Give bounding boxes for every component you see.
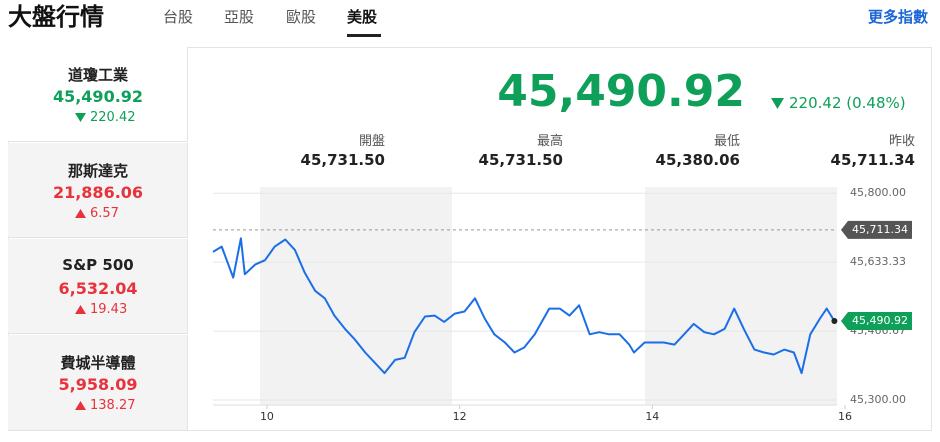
x-tick-label: 10 bbox=[260, 410, 274, 423]
stat-value: 45,731.50 bbox=[300, 151, 385, 169]
y-tick-label: 45,800.00 bbox=[850, 186, 906, 199]
stat-label: 最低 bbox=[713, 134, 740, 149]
arrow-shape bbox=[75, 305, 86, 314]
x-tick-label: 16 bbox=[838, 410, 852, 423]
index-item[interactable] bbox=[8, 239, 188, 334]
index-value: 21,886.06 bbox=[52, 183, 144, 202]
index-change: 138.27 bbox=[90, 398, 136, 413]
direction-arrow bbox=[75, 401, 86, 410]
stat-label: 最高 bbox=[536, 134, 563, 149]
stat-label: 昨收 bbox=[888, 134, 915, 149]
tab-underline bbox=[347, 34, 381, 37]
tab[interactable]: 亞股 bbox=[224, 8, 255, 26]
index-item[interactable] bbox=[8, 47, 188, 142]
index-name: S&P 500 bbox=[62, 256, 134, 274]
last-value-tag bbox=[841, 312, 912, 331]
direction-arrow bbox=[75, 113, 86, 122]
x-tick-label: 14 bbox=[645, 410, 659, 423]
price: 45,490.92 bbox=[497, 66, 745, 117]
y-tick-label: 45,300.00 bbox=[850, 393, 906, 406]
index-name: 那斯達克 bbox=[67, 162, 128, 180]
y-tick-label: 45,633.33 bbox=[850, 255, 906, 268]
page-title: 大盤行情 bbox=[8, 3, 104, 31]
tab[interactable]: 台股 bbox=[163, 8, 194, 26]
index-value: 5,958.09 bbox=[58, 375, 138, 394]
index-change: 220.42 bbox=[90, 110, 136, 125]
stat-value: 45,380.06 bbox=[655, 151, 740, 169]
price-line bbox=[212, 237, 836, 375]
stat-label: 開盤 bbox=[358, 134, 385, 149]
index-value: 45,490.92 bbox=[52, 87, 144, 106]
index-change: 6.57 bbox=[90, 206, 119, 221]
day-shade bbox=[645, 187, 837, 405]
stat-value: 45,711.34 bbox=[830, 151, 915, 169]
index-change: 19.43 bbox=[90, 302, 128, 317]
price-change: 220.42 (0.48%) bbox=[789, 94, 906, 112]
x-tick-label: 12 bbox=[453, 410, 467, 423]
tab[interactable]: 美股 bbox=[347, 8, 378, 26]
arrow-shape bbox=[75, 401, 86, 410]
index-name: 費城半導體 bbox=[60, 354, 136, 372]
reference-tag bbox=[841, 220, 912, 239]
tab[interactable]: 歐股 bbox=[286, 8, 317, 26]
last-point bbox=[831, 318, 838, 325]
index-value: 6,532.04 bbox=[58, 279, 138, 298]
direction-arrow bbox=[75, 209, 86, 218]
direction-arrow bbox=[75, 305, 86, 314]
reference-label: 45,711.34 bbox=[852, 223, 908, 236]
direction-arrow bbox=[771, 98, 784, 109]
index-item[interactable] bbox=[8, 335, 188, 431]
arrow-shape bbox=[75, 209, 86, 218]
index-item[interactable] bbox=[8, 143, 188, 238]
index-name: 道瓊工業 bbox=[67, 66, 128, 84]
arrow-shape bbox=[75, 113, 86, 122]
last-value-label: 45,490.92 bbox=[852, 314, 908, 327]
more-link[interactable]: 更多指數 bbox=[868, 8, 929, 26]
stat-value: 45,731.50 bbox=[478, 151, 563, 169]
arrow-shape bbox=[771, 98, 784, 109]
day-shade bbox=[260, 187, 452, 405]
